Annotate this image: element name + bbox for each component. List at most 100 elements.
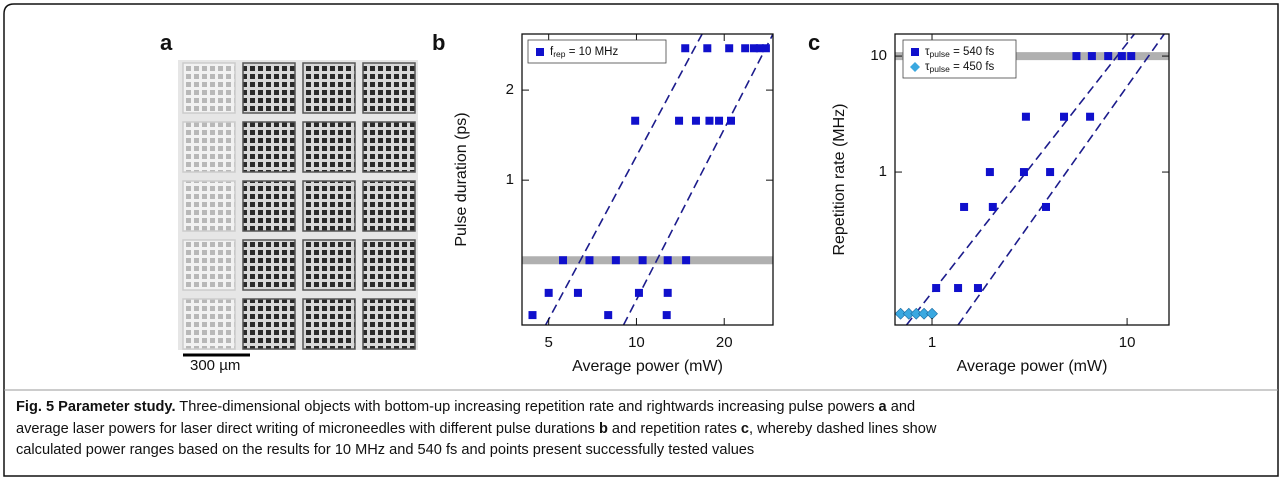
microneedle-cube — [362, 180, 416, 232]
microneedle-cube — [302, 121, 356, 173]
data-point — [1019, 168, 1028, 177]
caption-line: average laser powers for laser direct wr… — [16, 419, 1271, 441]
sem-image — [178, 60, 418, 350]
data-point — [1127, 52, 1136, 61]
data-point — [631, 116, 640, 125]
data-point — [755, 44, 764, 53]
legend-label-base: τ — [925, 61, 930, 73]
plot-frame — [521, 33, 774, 326]
legend-label-base: τ — [925, 46, 930, 58]
caption-line: calculated power ranges based on the res… — [16, 440, 1271, 462]
scale-bar-label: 300 µm — [190, 357, 240, 374]
y-axis-label: Pulse duration (ps) — [453, 112, 470, 246]
data-point — [573, 288, 582, 297]
data-point — [675, 116, 684, 125]
legend-box — [902, 39, 1017, 79]
caption-text: calculated power ranges based on the res… — [16, 442, 755, 458]
legend: frep = 10 MHz — [527, 39, 667, 64]
data-point — [1046, 168, 1055, 177]
data-point — [910, 307, 923, 320]
panel-label: a — [160, 30, 173, 55]
fit-line — [905, 34, 1136, 325]
data-point — [715, 116, 724, 125]
caption-text: and — [886, 399, 916, 415]
data-point — [926, 307, 938, 320]
fit-line — [957, 34, 1165, 325]
legend-label-sub: pulse — [930, 64, 951, 74]
data-point — [726, 116, 735, 125]
data-point — [682, 256, 691, 265]
microneedle-cube — [242, 62, 296, 114]
data-point — [749, 44, 758, 53]
panel-label: c — [808, 30, 820, 55]
x-tick-label: 20 — [716, 334, 733, 351]
fit-line — [622, 34, 773, 325]
y-tick-label: 10 — [870, 47, 887, 64]
data-point — [662, 311, 671, 320]
microneedle-cube — [242, 180, 296, 232]
microneedle-cube — [302, 298, 356, 350]
x-tick-label: 10 — [1119, 334, 1136, 351]
data-point — [1087, 52, 1096, 61]
microneedle-cube — [182, 298, 236, 350]
data-point — [894, 307, 907, 320]
y-tick-label: 1 — [879, 163, 887, 180]
data-point — [585, 256, 594, 265]
legend-label: τpulse = 540 fs — [925, 46, 995, 59]
fit-line — [544, 34, 703, 325]
data-point — [634, 288, 643, 297]
data-point — [1072, 52, 1081, 61]
microneedle-cube — [362, 298, 416, 350]
legend-label-rest: = 540 fs — [950, 46, 995, 58]
data-point — [638, 256, 647, 265]
legend-label: frep = 10 MHz — [550, 46, 618, 59]
x-axis-label: Average power (mW) — [957, 358, 1108, 375]
data-point — [681, 44, 690, 53]
data-point — [761, 44, 770, 53]
data-point — [725, 44, 734, 53]
caption-text: Three-dimensional objects with bottom-up… — [175, 399, 879, 415]
data-point — [528, 311, 537, 320]
panel-label: b — [432, 30, 445, 55]
microneedle-cube — [302, 62, 356, 114]
legend-label-rest: = 450 fs — [950, 61, 995, 73]
legend-label-base: f — [550, 46, 554, 58]
data-point — [973, 284, 982, 293]
microneedle-cube — [362, 62, 416, 114]
microneedle-cube — [242, 239, 296, 291]
caption-text: , whereby dashed lines show — [749, 420, 937, 437]
y-tick-label: 1 — [506, 171, 514, 188]
caption-line: Fig. 5 Parameter study. Three-dimensiona… — [16, 397, 1271, 419]
microneedle-cube — [362, 239, 416, 291]
legend-label-rest: = 10 MHz — [566, 46, 619, 58]
plot-area — [544, 34, 773, 325]
legend-marker — [536, 48, 544, 56]
data-point — [703, 44, 712, 53]
caption-text: and repetition rates — [607, 420, 741, 437]
data-point — [988, 202, 997, 211]
data-point — [985, 168, 994, 177]
data-point — [1104, 52, 1113, 61]
plot-area — [905, 34, 1165, 325]
microneedle-cube — [182, 180, 236, 232]
data-point — [604, 311, 613, 320]
x-tick-label: 5 — [545, 334, 553, 351]
microneedle-cube — [242, 298, 296, 350]
legend-label-sub: pulse — [930, 49, 951, 59]
data-point — [741, 44, 750, 53]
data-point — [1060, 112, 1069, 121]
data-point — [611, 256, 620, 265]
legend-label-sub: rep — [553, 49, 566, 59]
caption-text: a — [878, 399, 887, 415]
y-tick-label: 2 — [506, 81, 514, 98]
data-point — [1086, 112, 1095, 121]
data-point — [918, 307, 930, 320]
data-point — [932, 284, 941, 293]
legend-box — [527, 39, 667, 64]
microneedle-cube — [302, 239, 356, 291]
x-tick-label: 10 — [628, 334, 645, 351]
figure-border — [3, 3, 1279, 477]
